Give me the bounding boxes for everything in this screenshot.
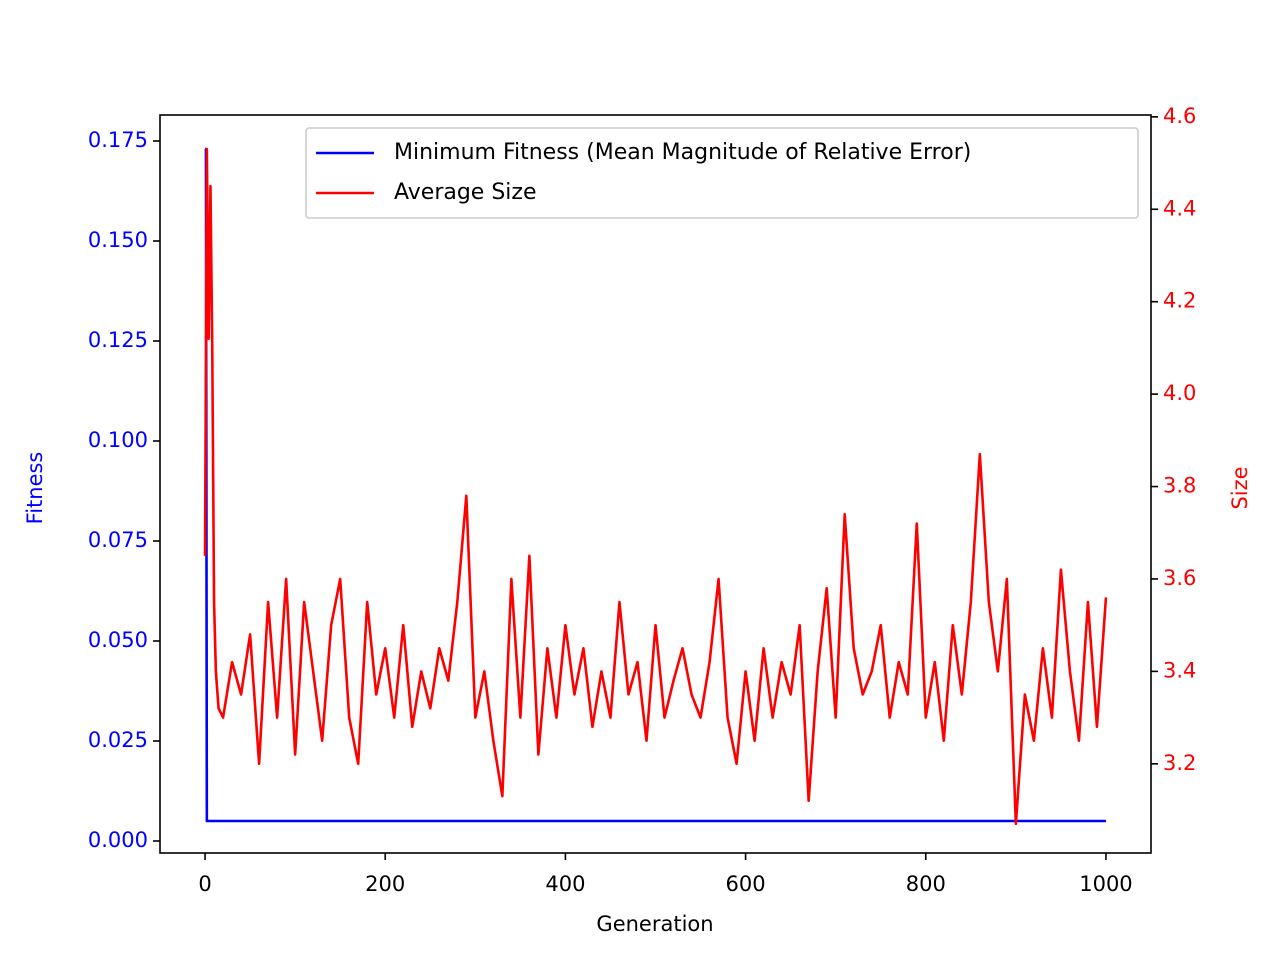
y2-tick-label: 4.2 (1163, 289, 1196, 313)
x-tick-label: 1000 (1079, 872, 1132, 896)
y-tick-label: 0.050 (88, 628, 148, 652)
x-tick-label: 800 (906, 872, 946, 896)
series-line (203, 147, 1108, 826)
y-tick-label: 0.025 (88, 728, 148, 752)
y2-tick-label: 4.6 (1163, 104, 1196, 128)
y2-axis-label: Size (1228, 466, 1252, 509)
y-tick-label: 0.100 (88, 428, 148, 452)
y-axis-label: Fitness (23, 452, 47, 525)
plot-frame (159, 114, 1152, 854)
legend-label: Average Size (394, 180, 537, 205)
y2-tick-label: 3.6 (1163, 566, 1196, 590)
y-tick-label: 0.075 (88, 528, 148, 552)
y2-tick-label: 3.8 (1163, 474, 1196, 498)
y2-tick-label: 4.4 (1163, 196, 1196, 220)
y2-tick-label: 3.2 (1163, 751, 1196, 775)
y2-tick-label: 4.0 (1163, 381, 1196, 405)
legend-label: Minimum Fitness (Mean Magnitude of Relat… (394, 140, 971, 165)
x-tick-label: 400 (545, 872, 585, 896)
y-tick-label: 0.150 (88, 228, 148, 252)
y2-tick-label: 3.4 (1163, 658, 1196, 682)
x-tick-label: 200 (365, 872, 405, 896)
x-axis-label: Generation (596, 912, 713, 936)
y-tick-label: 0.175 (88, 128, 148, 152)
x-tick-label: 0 (198, 872, 211, 896)
y-tick-label: 0.125 (88, 328, 148, 352)
y-tick-label: 0.000 (88, 828, 148, 852)
x-tick-label: 600 (726, 872, 766, 896)
legend-box (305, 127, 1139, 219)
